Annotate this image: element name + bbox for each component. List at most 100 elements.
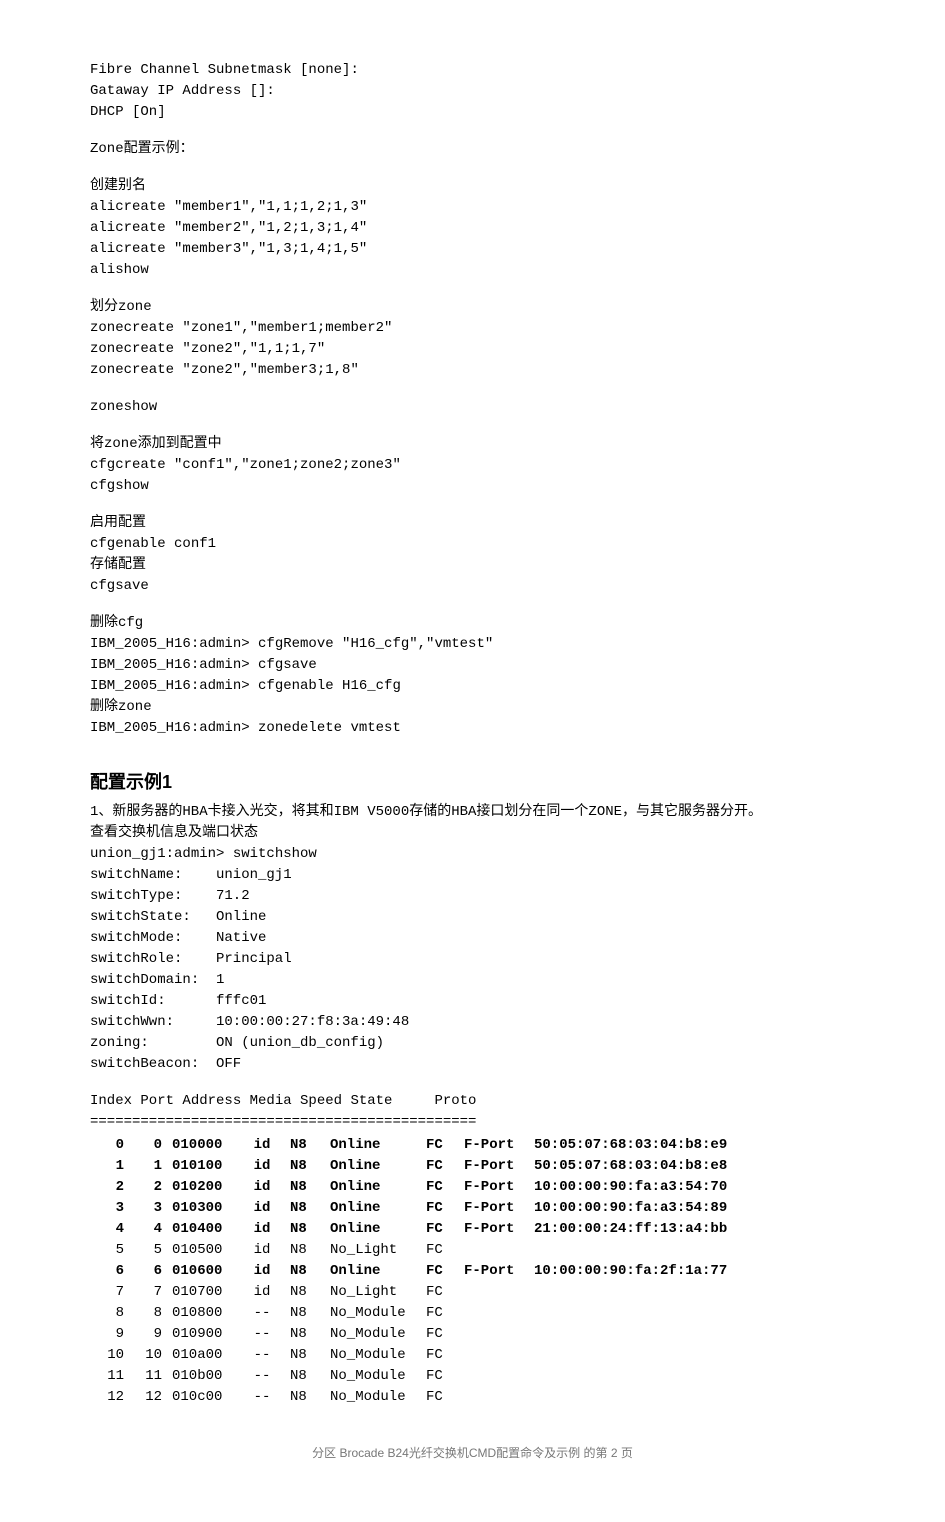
port-media: id: [244, 1198, 290, 1219]
port-state: No_Module: [330, 1345, 426, 1366]
port-type: [464, 1282, 534, 1303]
switch-info-value: union_gj1: [216, 865, 415, 886]
port-wwn: [534, 1387, 737, 1408]
cmd-line: alicreate "member1","1,1;1,2;1,3": [90, 197, 855, 218]
port-type: [464, 1387, 534, 1408]
port-media: id: [244, 1261, 290, 1282]
alias-block: 创建别名 alicreate "member1","1,1;1,2;1,3" a…: [90, 176, 855, 281]
port-speed: N8: [290, 1261, 330, 1282]
port-row: 11010100idN8OnlineFCF-Port50:05:07:68:03…: [90, 1156, 737, 1177]
port-row: 44010400idN8OnlineFCF-Port21:00:00:24:ff…: [90, 1219, 737, 1240]
port-proto: FC: [426, 1366, 464, 1387]
example1-heading: 配置示例1: [90, 769, 855, 796]
section-title: Zone配置示例：: [90, 139, 855, 160]
port-index: 5: [90, 1240, 134, 1261]
port-proto: FC: [426, 1156, 464, 1177]
switch-info-row: switchRole:Principal: [90, 949, 415, 970]
port-address: 010500: [172, 1240, 244, 1261]
port-index: 11: [90, 1366, 134, 1387]
port-index: 1: [90, 1156, 134, 1177]
cmd-line: zonecreate "zone2","1,1;1,7": [90, 339, 855, 360]
port-number: 12: [134, 1387, 172, 1408]
port-media: --: [244, 1324, 290, 1345]
port-media: --: [244, 1345, 290, 1366]
port-type: F-Port: [464, 1198, 534, 1219]
port-row: 1111010b00--N8No_ModuleFC: [90, 1366, 737, 1387]
port-row: 22010200idN8OnlineFCF-Port10:00:00:90:fa…: [90, 1177, 737, 1198]
port-number: 2: [134, 1177, 172, 1198]
port-media: id: [244, 1240, 290, 1261]
switch-info-row: switchBeacon:OFF: [90, 1054, 415, 1075]
port-media: --: [244, 1366, 290, 1387]
port-proto: FC: [426, 1219, 464, 1240]
switch-info-value: ON (union_db_config): [216, 1033, 415, 1054]
port-type: [464, 1240, 534, 1261]
switch-info-key: switchType:: [90, 886, 216, 907]
port-address: 010b00: [172, 1366, 244, 1387]
port-wwn: [534, 1303, 737, 1324]
port-state: No_Light: [330, 1282, 426, 1303]
switch-info-value: Principal: [216, 949, 415, 970]
port-row: 77010700idN8No_LightFC: [90, 1282, 737, 1303]
cmd-line: cfgenable conf1: [90, 534, 855, 555]
port-number: 3: [134, 1198, 172, 1219]
port-type: [464, 1366, 534, 1387]
port-number: 5: [134, 1240, 172, 1261]
port-speed: N8: [290, 1345, 330, 1366]
port-address: 010a00: [172, 1345, 244, 1366]
port-wwn: 50:05:07:68:03:04:b8:e9: [534, 1135, 737, 1156]
zoneshow-block: zoneshow: [90, 397, 855, 418]
port-wwn: [534, 1240, 737, 1261]
port-speed: N8: [290, 1219, 330, 1240]
switch-info-value: 1: [216, 970, 415, 991]
section-title: 删除cfg: [90, 613, 855, 634]
port-header: Index Port Address Media Speed State Pro…: [90, 1091, 855, 1112]
zone-block: 划分zone zonecreate "zone1","member1;membe…: [90, 297, 855, 381]
port-type: F-Port: [464, 1261, 534, 1282]
port-index: 8: [90, 1303, 134, 1324]
cmd-line: zonecreate "zone2","member3;1,8": [90, 360, 855, 381]
port-media: id: [244, 1219, 290, 1240]
section-title: 划分zone: [90, 297, 855, 318]
port-proto: FC: [426, 1282, 464, 1303]
port-row: 88010800--N8No_ModuleFC: [90, 1303, 737, 1324]
port-index: 9: [90, 1324, 134, 1345]
port-number: 4: [134, 1219, 172, 1240]
cfg-line: Gataway IP Address []:: [90, 81, 855, 102]
port-address: 010600: [172, 1261, 244, 1282]
port-speed: N8: [290, 1282, 330, 1303]
switch-info-key: switchWwn:: [90, 1012, 216, 1033]
section-title: 将zone添加到配置中: [90, 434, 855, 455]
port-index: 3: [90, 1198, 134, 1219]
port-wwn: [534, 1324, 737, 1345]
port-address: 010300: [172, 1198, 244, 1219]
switch-info-row: switchState:Online: [90, 907, 415, 928]
port-index: 0: [90, 1135, 134, 1156]
cfg-line: Fibre Channel Subnetmask [none]:: [90, 60, 855, 81]
port-speed: N8: [290, 1387, 330, 1408]
switch-info-value: Online: [216, 907, 415, 928]
page-footer: 分区 Brocade B24光纤交换机CMD配置命令及示例 的第 2 页: [90, 1444, 855, 1462]
section-title: 删除zone: [90, 697, 855, 718]
port-address: 010200: [172, 1177, 244, 1198]
switch-info-table: switchName:union_gj1switchType:71.2switc…: [90, 865, 415, 1075]
delcfg-block: 删除cfg IBM_2005_H16:admin> cfgRemove "H16…: [90, 613, 855, 739]
port-media: id: [244, 1156, 290, 1177]
port-state: Online: [330, 1156, 426, 1177]
cmd-line: zonecreate "zone1","member1;member2": [90, 318, 855, 339]
port-state: Online: [330, 1219, 426, 1240]
section-title: 创建别名: [90, 176, 855, 197]
port-state: No_Module: [330, 1366, 426, 1387]
port-type: F-Port: [464, 1177, 534, 1198]
enable-block: 启用配置 cfgenable conf1 存储配置 cfgsave: [90, 513, 855, 597]
port-proto: FC: [426, 1387, 464, 1408]
port-row: 00010000idN8OnlineFCF-Port50:05:07:68:03…: [90, 1135, 737, 1156]
cmd-line: IBM_2005_H16:admin> cfgRemove "H16_cfg",…: [90, 634, 855, 655]
port-wwn: [534, 1366, 737, 1387]
switch-info-row: switchName:union_gj1: [90, 865, 415, 886]
switch-info-row: switchMode:Native: [90, 928, 415, 949]
port-state: No_Module: [330, 1303, 426, 1324]
port-state: Online: [330, 1177, 426, 1198]
cfg-line: DHCP [On]: [90, 102, 855, 123]
cmd-line: cfgsave: [90, 576, 855, 597]
